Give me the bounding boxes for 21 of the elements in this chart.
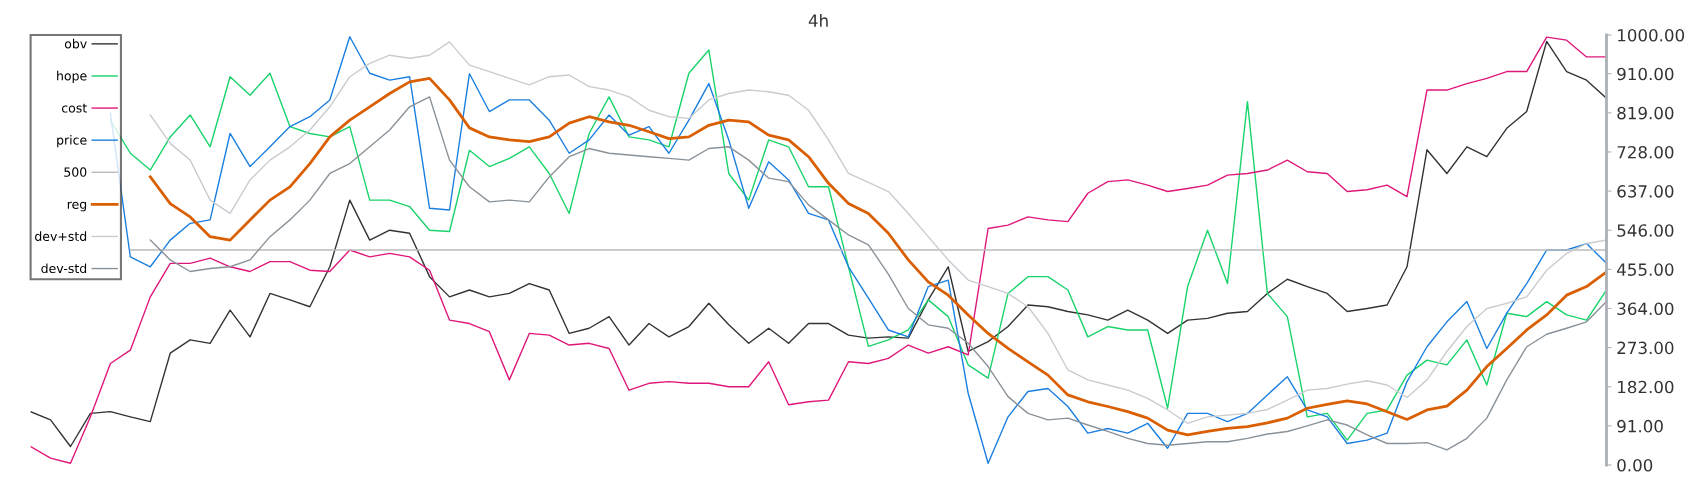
legend-label: price — [57, 135, 87, 148]
legend-label: obv — [64, 38, 87, 49]
legend-label: dev+std — [35, 231, 87, 242]
legend-label: cost — [61, 103, 87, 113]
legend-label: hope — [57, 70, 87, 83]
y-tick-label: 728.00 — [1617, 145, 1674, 159]
y-tick-label: 91.00 — [1617, 419, 1663, 433]
y-tick-label: 455.00 — [1617, 263, 1674, 276]
y-tick-label: 546.00 — [1617, 224, 1674, 237]
y-tick-label: 364.00 — [1617, 302, 1674, 316]
y-tick-label: 1000.00 — [1618, 28, 1685, 42]
legend-label: dev-std — [41, 263, 87, 274]
chart-title: 4h — [808, 14, 828, 27]
y-tick-label: 637.00 — [1617, 185, 1674, 198]
legend-label: reg — [67, 201, 87, 212]
y-tick-label: 182.00 — [1618, 380, 1674, 394]
y-tick-label: 0.00 — [1617, 458, 1653, 472]
y-tick-label: 819.00 — [1617, 106, 1674, 120]
legend-label: 500 — [64, 167, 87, 177]
y-tick-label: 273.00 — [1617, 341, 1674, 355]
y-tick-label: 910.00 — [1617, 67, 1674, 81]
